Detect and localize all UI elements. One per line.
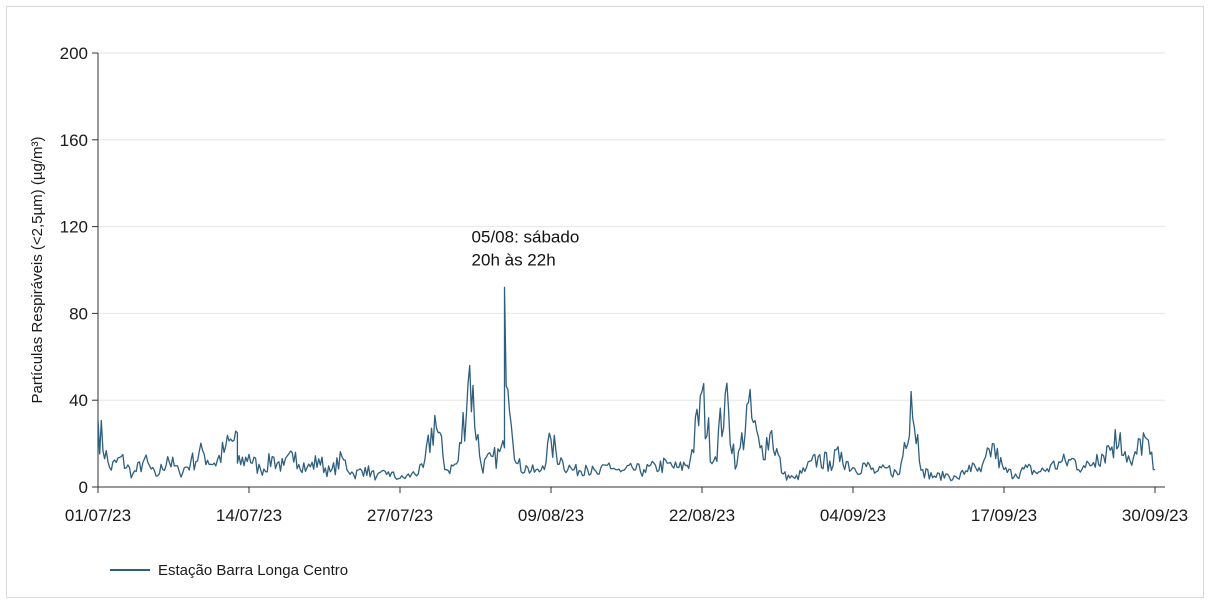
x-tick-label: 22/08/23 — [669, 506, 735, 525]
legend-label: Estação Barra Longa Centro — [158, 562, 348, 579]
y-tick-label: 40 — [69, 391, 88, 410]
y-tick-label: 200 — [60, 44, 88, 63]
legend: Estação Barra Longa Centro — [110, 562, 348, 579]
x-tick-label: 27/07/23 — [367, 506, 433, 525]
gridlines — [98, 52, 1165, 401]
series-line-estacao-barra-longa-centro — [97, 286, 1155, 482]
y-tick-label: 80 — [69, 304, 88, 323]
x-tick-label: 30/09/23 — [1122, 506, 1188, 525]
y-axis-title: Partículas Respiráveis (<2,5µm) (µg/m³) — [29, 137, 46, 404]
y-tick-label: 160 — [60, 131, 88, 150]
y-ticks: 0 40 80 120 160 200 — [60, 44, 98, 497]
series-lines — [97, 286, 1155, 482]
axes — [97, 53, 1165, 488]
x-tick-label: 01/07/23 — [65, 506, 131, 525]
x-tick-label: 17/09/23 — [971, 506, 1037, 525]
y-tick-label: 0 — [79, 478, 88, 497]
annotation-line-2: 20h às 22h — [472, 250, 556, 269]
x-tick-label: 09/08/23 — [518, 506, 584, 525]
y-tick-label: 120 — [60, 218, 88, 237]
x-tick-label: 14/07/23 — [216, 506, 282, 525]
annotation: 05/08: sábado 20h às 22h — [472, 227, 580, 269]
chart-frame — [6, 6, 1204, 598]
x-tick-label: 04/09/23 — [820, 506, 886, 525]
annotation-line-1: 05/08: sábado — [472, 227, 580, 246]
x-ticks: 01/07/23 14/07/23 27/07/23 09/08/23 22/08/23… — [65, 487, 1188, 525]
